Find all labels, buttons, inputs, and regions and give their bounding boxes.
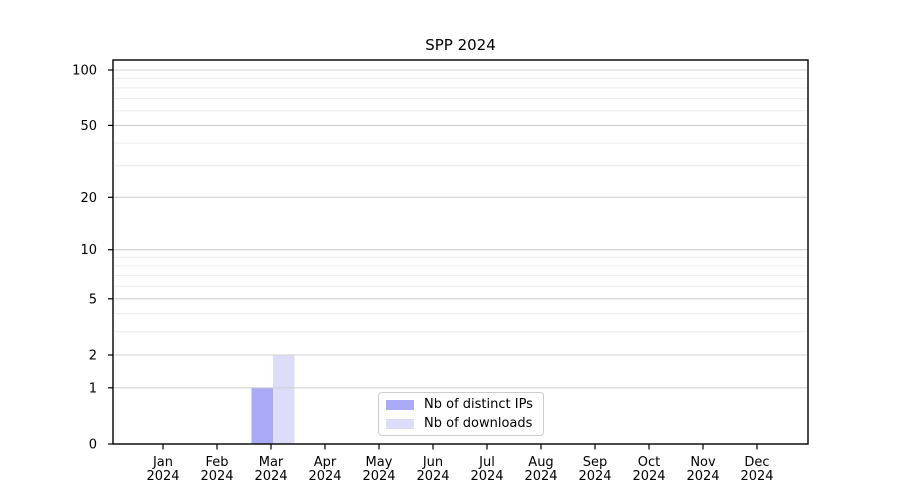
x-tick-label-month: Feb xyxy=(205,455,228,470)
legend-swatch-distinct-ips xyxy=(386,399,414,410)
x-tick-label-year: 2024 xyxy=(200,469,233,484)
x-tick-label-year: 2024 xyxy=(362,469,395,484)
bar-nb-of-downloads-mar-2024 xyxy=(273,355,295,444)
y-tick-label: 5 xyxy=(89,292,97,307)
chart-title: SPP 2024 xyxy=(425,36,496,54)
x-tick-label-year: 2024 xyxy=(470,469,503,484)
x-tick-label-month: Nov xyxy=(690,455,716,470)
plot-frame xyxy=(112,59,809,445)
x-tick-label-year: 2024 xyxy=(578,469,611,484)
legend-label-distinct-ips: Nb of distinct IPs xyxy=(424,397,533,412)
x-tick-label-year: 2024 xyxy=(416,469,449,484)
x-tick-label-year: 2024 xyxy=(146,469,179,484)
x-tick-label-year: 2024 xyxy=(686,469,719,484)
legend-item-downloads: Nb of downloads xyxy=(379,416,543,431)
y-tick-label: 0 xyxy=(89,438,97,453)
legend: Nb of distinct IPs Nb of downloads xyxy=(378,392,544,436)
y-tick-label: 10 xyxy=(80,243,97,258)
x-tick-label-month: Apr xyxy=(314,455,337,470)
legend-label-downloads: Nb of downloads xyxy=(424,416,533,431)
legend-item-distinct-ips: Nb of distinct IPs xyxy=(379,397,543,412)
x-tick-label-year: 2024 xyxy=(308,469,341,484)
x-tick-label-month: Aug xyxy=(528,455,553,470)
y-tick-label: 2 xyxy=(89,349,97,364)
bar-nb-of-distinct-ips-mar-2024 xyxy=(251,387,273,444)
legend-swatch-downloads xyxy=(386,418,414,429)
x-tick-label-year: 2024 xyxy=(632,469,665,484)
x-tick-label-month: Jul xyxy=(478,455,495,470)
x-tick-label-month: Oct xyxy=(638,455,660,470)
x-tick-label-year: 2024 xyxy=(254,469,287,484)
x-tick-label-month: Sep xyxy=(583,455,608,470)
x-tick-label-year: 2024 xyxy=(524,469,557,484)
x-tick-label-year: 2024 xyxy=(740,469,773,484)
x-tick-label-month: Dec xyxy=(744,455,769,470)
y-tick-label: 50 xyxy=(80,119,97,134)
y-tick-label: 1 xyxy=(89,381,97,396)
y-tick-label: 100 xyxy=(72,64,97,79)
y-tick-label: 20 xyxy=(80,191,97,206)
x-tick-label-month: Jan xyxy=(152,455,173,470)
x-tick-label-month: Mar xyxy=(259,455,284,470)
x-tick-label-month: Jun xyxy=(422,455,443,470)
x-tick-label-month: May xyxy=(366,455,393,470)
